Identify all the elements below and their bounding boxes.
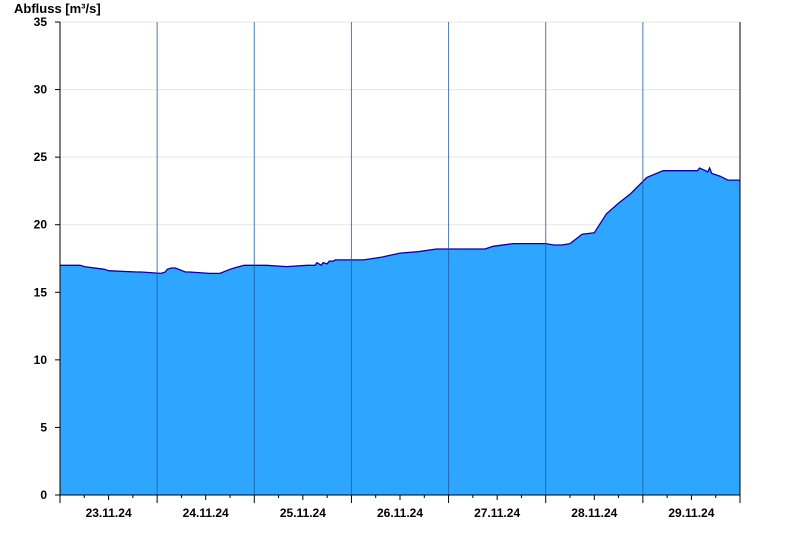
y-axis-title: Abfluss [m³/s]: [14, 1, 101, 16]
y-tick-layer: 0 5 10 15 20 25 30 35: [34, 15, 60, 502]
x-day-label: 28.11.24: [571, 506, 617, 520]
x-day-label: 23.11.24: [86, 506, 132, 520]
y-tick-label: 15: [34, 285, 48, 299]
x-day-label: 24.11.24: [183, 506, 229, 520]
discharge-line: [60, 166, 740, 275]
discharge-area: [60, 168, 740, 495]
y-tick-label: 10: [34, 353, 48, 367]
y-tick-label: 30: [34, 83, 48, 97]
area-layer: [60, 166, 740, 495]
y-tick-label: 35: [34, 15, 48, 29]
x-day-label: 25.11.24: [280, 506, 326, 520]
x-day-label: 26.11.24: [377, 506, 423, 520]
day-separator-layer: [156, 22, 644, 495]
y-tick-label: 0: [40, 488, 47, 502]
y-tick-label: 25: [34, 150, 48, 164]
y-tick-label: 20: [34, 218, 48, 232]
x-tick-layer: 23.11.24 24.11.24 25.11.24 26.11.24 27.11.24…: [59, 495, 741, 520]
y-tick-label: 5: [40, 420, 47, 434]
x-day-label: 29.11.24: [668, 506, 714, 520]
x-day-label: 27.11.24: [474, 506, 520, 520]
